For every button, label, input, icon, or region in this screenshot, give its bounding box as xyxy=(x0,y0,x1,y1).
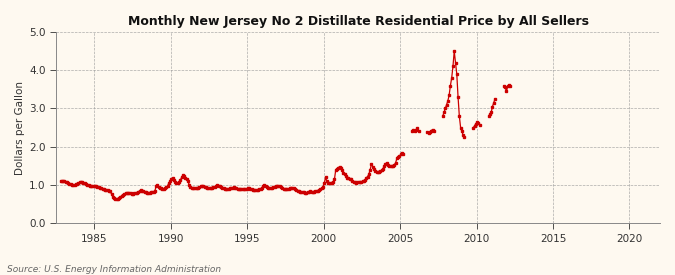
Title: Monthly New Jersey No 2 Distillate Residential Price by All Sellers: Monthly New Jersey No 2 Distillate Resid… xyxy=(128,15,589,28)
Y-axis label: Dollars per Gallon: Dollars per Gallon xyxy=(15,81,25,175)
Text: Source: U.S. Energy Information Administration: Source: U.S. Energy Information Administ… xyxy=(7,265,221,274)
